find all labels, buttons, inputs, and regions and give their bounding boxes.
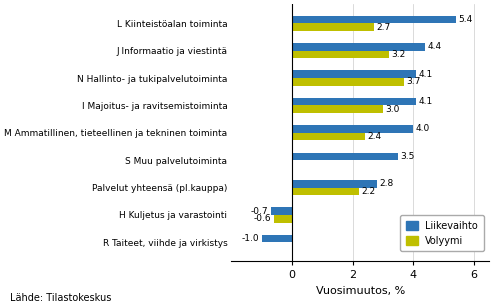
Bar: [292, 51, 389, 58]
Text: -0.6: -0.6: [254, 214, 272, 223]
Bar: [292, 180, 377, 188]
Legend: Liikevaihto, Volyymi: Liikevaihto, Volyymi: [400, 215, 484, 251]
Bar: [274, 215, 292, 223]
Bar: [292, 78, 404, 86]
Text: 2.4: 2.4: [367, 132, 381, 141]
X-axis label: Vuosimuutos, %: Vuosimuutos, %: [316, 286, 405, 296]
Text: 3.7: 3.7: [406, 78, 421, 86]
Bar: [292, 133, 365, 140]
Text: -1.0: -1.0: [242, 234, 259, 243]
Text: 2.2: 2.2: [361, 187, 375, 196]
Text: 4.1: 4.1: [419, 97, 433, 106]
Text: 2.8: 2.8: [379, 179, 393, 188]
Bar: [292, 188, 358, 195]
Text: 4.0: 4.0: [416, 124, 430, 133]
Bar: [292, 16, 456, 23]
Bar: [292, 98, 416, 105]
Bar: [292, 105, 383, 113]
Text: 4.4: 4.4: [427, 42, 442, 51]
Text: 2.7: 2.7: [376, 23, 390, 32]
Bar: [292, 153, 398, 160]
Bar: [292, 125, 413, 133]
Bar: [271, 207, 292, 215]
Text: 3.5: 3.5: [400, 152, 415, 161]
Text: 5.4: 5.4: [458, 15, 472, 24]
Text: Lähde: Tilastokeskus: Lähde: Tilastokeskus: [10, 293, 111, 303]
Text: 3.0: 3.0: [385, 105, 400, 114]
Bar: [292, 23, 374, 31]
Text: -0.7: -0.7: [251, 207, 268, 216]
Bar: [292, 71, 416, 78]
Text: 3.2: 3.2: [391, 50, 406, 59]
Bar: [292, 43, 425, 51]
Bar: [262, 235, 292, 242]
Text: 4.1: 4.1: [419, 70, 433, 79]
